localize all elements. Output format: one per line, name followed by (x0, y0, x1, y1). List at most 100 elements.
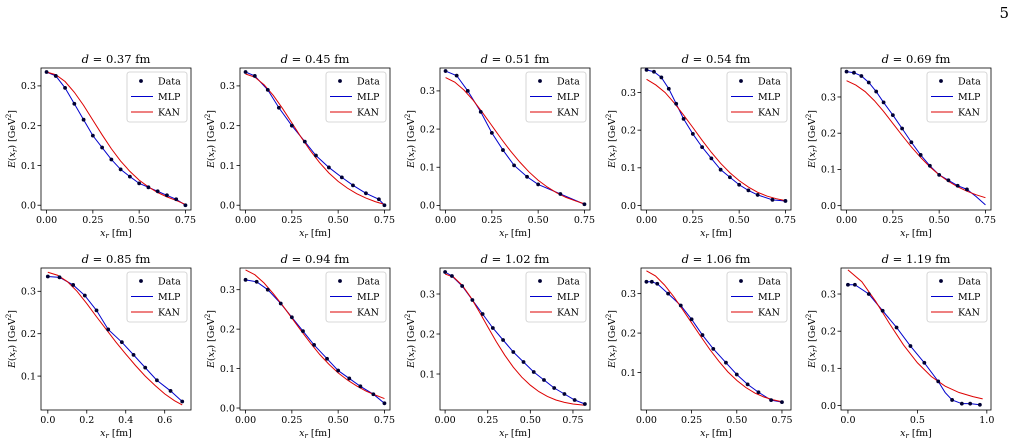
subplot-4: d = 0.54 fm 0.00 0.25 0.50 0.75 0.0 0.1 0.2 0.3 x… (605, 52, 796, 240)
axes-frame (439, 67, 591, 211)
data-point (977, 402, 982, 407)
data-point (53, 74, 58, 78)
legend: Data MLP KAN (325, 271, 387, 323)
data-point (937, 172, 942, 177)
y-tick-label: 0.1 (220, 161, 235, 172)
data-point (501, 338, 505, 342)
x-tick-label: 0.25 (681, 415, 702, 426)
y-tick-label: 0.2 (621, 125, 636, 136)
data-point (81, 117, 86, 122)
data-point (183, 203, 188, 208)
legend-label-data: Data (158, 77, 181, 88)
y-tick-label: 0.3 (220, 81, 235, 92)
y-tick-label: 0.0 (21, 201, 36, 212)
x-tick-label: 0.2 (79, 415, 94, 426)
legend-label-kan: KAN (958, 308, 980, 319)
axes-frame (640, 267, 792, 411)
legend-label-data: Data (758, 277, 781, 288)
subplot-title: d = 0.85 fm (82, 252, 151, 266)
data-point (512, 163, 516, 168)
x-axis-label: xr [fm] (900, 428, 932, 440)
x-tick-label: 0.0 (40, 415, 55, 426)
data-point (90, 133, 95, 138)
data-point (480, 312, 485, 316)
y-tick-label: 0.2 (821, 326, 836, 337)
series-line-kan (444, 273, 585, 406)
legend-label-mlp: MLP (958, 92, 981, 103)
data-point (443, 270, 448, 274)
x-tick-label: 0.50 (328, 215, 349, 226)
data-point (44, 70, 49, 74)
data-point (649, 279, 654, 284)
x-axis-label: xr [fm] (900, 228, 932, 240)
legend-box (325, 271, 387, 323)
data-point (254, 279, 259, 284)
x-axis-label: xr [fm] (299, 428, 331, 440)
data-point (874, 89, 879, 94)
data-point (727, 175, 732, 180)
data-point (63, 85, 67, 90)
x-tick-label: 0.00 (435, 215, 456, 226)
data-point (276, 105, 281, 110)
data-point (866, 292, 871, 296)
data-point (770, 197, 775, 202)
data-point (131, 353, 136, 357)
legend-label-mlp: MLP (557, 92, 580, 103)
data-point (746, 188, 751, 193)
data-point (709, 156, 714, 161)
axes-frame (239, 267, 391, 411)
data-point (174, 197, 179, 202)
axes-frame (40, 267, 192, 411)
x-tick-label: 0.00 (636, 215, 657, 226)
x-tick-label: 0.4 (118, 415, 133, 426)
x-tick-label: 0.75 (374, 215, 395, 226)
data-point (859, 74, 864, 78)
series-line-kan (846, 80, 986, 199)
x-tick-label: 0.75 (574, 215, 595, 226)
data-point (454, 73, 459, 78)
subplot-title: d = 0.54 fm (682, 52, 751, 66)
data-point (644, 67, 649, 72)
legend-label-data: Data (958, 77, 981, 88)
y-axis-label: E(xr) [GeV2] (404, 110, 418, 169)
legend-label-mlp: MLP (958, 292, 981, 303)
x-tick-label: 0.00 (235, 215, 256, 226)
data-point (572, 398, 577, 402)
legend: Data MLP KAN (726, 271, 788, 323)
x-tick-label: 0.50 (328, 415, 349, 426)
legend: Data MLP KAN (126, 71, 188, 123)
x-tick-label: 0.75 (175, 215, 196, 226)
subplot-3: d = 0.51 fm 0.00 0.25 0.50 0.75 0.0 0.1 0.2 0.3 x… (404, 52, 595, 240)
legend: Data MLP KAN (126, 271, 188, 323)
data-point (908, 344, 913, 348)
x-tick-label: 0.25 (682, 215, 703, 226)
x-tick-label: 0.6 (157, 415, 172, 426)
legend-box (525, 71, 587, 123)
data-point (155, 378, 159, 383)
subplot-10: d = 1.19 fm 0.0 0.5 1.0 0.0 0.1 0.2 0.3 xr [fm] E… (805, 252, 994, 440)
data-point (325, 356, 329, 361)
legend: Data MLP KAN (926, 271, 988, 323)
legend-label-kan: KAN (357, 108, 379, 119)
data-point (536, 182, 541, 187)
x-tick-label: 0.00 (636, 415, 657, 426)
y-axis-label: E(xr) [GeV2] (605, 110, 619, 169)
data-point (94, 308, 99, 313)
legend-marker-data (139, 79, 143, 83)
series-line-kan (646, 270, 783, 403)
data-point (45, 274, 50, 279)
data-point (783, 199, 788, 203)
data-point (880, 308, 885, 313)
data-point (143, 365, 148, 370)
x-tick-label: 0.75 (374, 415, 395, 426)
data-point (866, 80, 871, 85)
data-point (674, 101, 679, 106)
legend-label-kan: KAN (557, 308, 579, 319)
data-point (955, 183, 960, 188)
data-point (243, 277, 248, 282)
data-point (552, 386, 557, 390)
data-point (71, 283, 76, 287)
y-axis-label: E(xr) [GeV2] (204, 310, 218, 369)
y-tick-label: 0.0 (621, 201, 636, 212)
y-tick-label: 0.3 (821, 289, 836, 300)
